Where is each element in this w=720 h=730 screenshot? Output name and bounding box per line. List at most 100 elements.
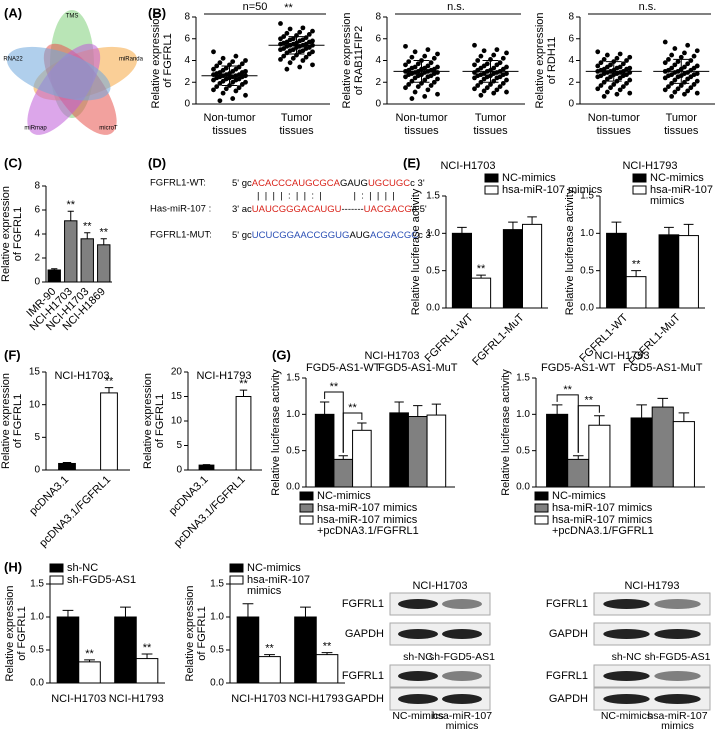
point (428, 83, 434, 88)
point (475, 83, 481, 88)
point (239, 82, 245, 87)
point (504, 77, 509, 83)
y-tick-label: 0.0 (426, 303, 440, 314)
blot-row-label: FGFRL1 (546, 670, 588, 682)
point (278, 57, 283, 62)
point (287, 26, 293, 32)
sequence: 3' acUAUCGGGACAUGU-------UACGACGa 5' (232, 204, 427, 215)
legend-label: +pcDNA3.1/FGFRL1 (552, 525, 654, 537)
y-tick-label: 8 (375, 12, 381, 23)
y-tick-label: 0.5 (426, 265, 440, 276)
y-axis-label: of FGFRL1 (16, 606, 28, 660)
point (500, 80, 506, 86)
y-tick-label: 2 (184, 77, 190, 88)
point (435, 91, 440, 97)
blot-band (603, 599, 650, 609)
blot-lane-label: sh-NC (612, 651, 642, 663)
blot-row-label: GAPDH (549, 628, 588, 640)
legend-swatch (534, 515, 549, 525)
x-tick-label: Tumor (666, 112, 698, 124)
x-tick-label: NCI-H1793 (109, 693, 164, 705)
point (595, 86, 601, 92)
group-label: FGD5-AS1-MuT (623, 362, 703, 374)
x-tick-label: tissues (664, 125, 699, 137)
y-tick-label: 0 (375, 99, 381, 110)
point (666, 57, 671, 62)
sequence-segment: AUG (292, 178, 313, 189)
point (278, 47, 283, 53)
point (614, 55, 620, 61)
point (481, 88, 487, 94)
x-tick-label: pcDNA3.1/FGFRL1 (37, 474, 113, 550)
point (284, 30, 290, 36)
point (297, 49, 303, 55)
panel-label: (E) (403, 155, 420, 170)
point (431, 55, 437, 61)
y-tick-label: 20 (171, 367, 183, 378)
blot-row-label: FGFRL1 (342, 670, 384, 682)
venn-label: miRmap (24, 126, 47, 132)
bar (625, 276, 647, 309)
bar (47, 269, 61, 283)
sd-bar (482, 60, 499, 83)
y-tick-label: 8 (34, 181, 40, 192)
sequence-label: Has-miR-107 : (150, 204, 211, 215)
significance: ** (477, 263, 486, 275)
error-bar (141, 653, 153, 659)
point (211, 66, 216, 72)
error-bar (104, 387, 114, 393)
significance: ** (99, 227, 108, 239)
blot-row-label: FGFRL1 (342, 598, 384, 610)
panel-label: (H) (4, 559, 22, 574)
significance: ** (143, 642, 152, 654)
error-bar (84, 659, 95, 662)
point (494, 62, 500, 68)
bar (651, 406, 674, 488)
blot-band (398, 629, 438, 639)
point (412, 89, 418, 95)
venn-label: miRanda (119, 56, 144, 62)
sequence-segment: 3' ac (232, 204, 252, 215)
blot-lane-label: NC-mimics (601, 710, 652, 722)
bar (630, 417, 653, 488)
significance: ** (85, 648, 94, 660)
y-axis-label: of RAB11FIP2 (353, 26, 365, 96)
x-tick-label: NCI-H1793 (289, 693, 344, 705)
point (403, 74, 408, 80)
point (287, 60, 293, 66)
bar (502, 229, 523, 309)
y-tick-label: 1.0 (286, 409, 300, 420)
sequence-segment: AUG (349, 230, 370, 241)
bar (407, 416, 428, 488)
error-bar (476, 274, 486, 279)
bar (546, 413, 569, 488)
blot-band (654, 599, 701, 609)
y-tick-label: 0.0 (286, 482, 300, 493)
bar (352, 429, 372, 488)
point (624, 58, 629, 63)
point (691, 82, 697, 87)
point (306, 51, 312, 57)
y-tick-label: 0.0 (516, 482, 530, 493)
panel-label: (D) (148, 155, 166, 170)
blot-row-label: GAPDH (345, 628, 384, 640)
point (406, 59, 412, 64)
point (472, 62, 477, 68)
panel-label: (A) (4, 5, 22, 20)
point (682, 50, 687, 56)
significance: ** (632, 259, 641, 271)
point (243, 92, 248, 98)
point (604, 89, 610, 95)
blot-lane-label: hsa-miR-107 (432, 710, 492, 722)
chart-title: NCI-H1793 (622, 160, 677, 172)
point (478, 53, 484, 59)
n-label: n=50 (243, 1, 268, 13)
y-tick-label: 0.5 (286, 445, 300, 456)
point (214, 84, 220, 89)
sequence-segment: UGCUGC (368, 178, 410, 189)
point (290, 55, 296, 61)
sd-bar (673, 58, 690, 84)
point (494, 87, 500, 93)
point (662, 87, 668, 93)
